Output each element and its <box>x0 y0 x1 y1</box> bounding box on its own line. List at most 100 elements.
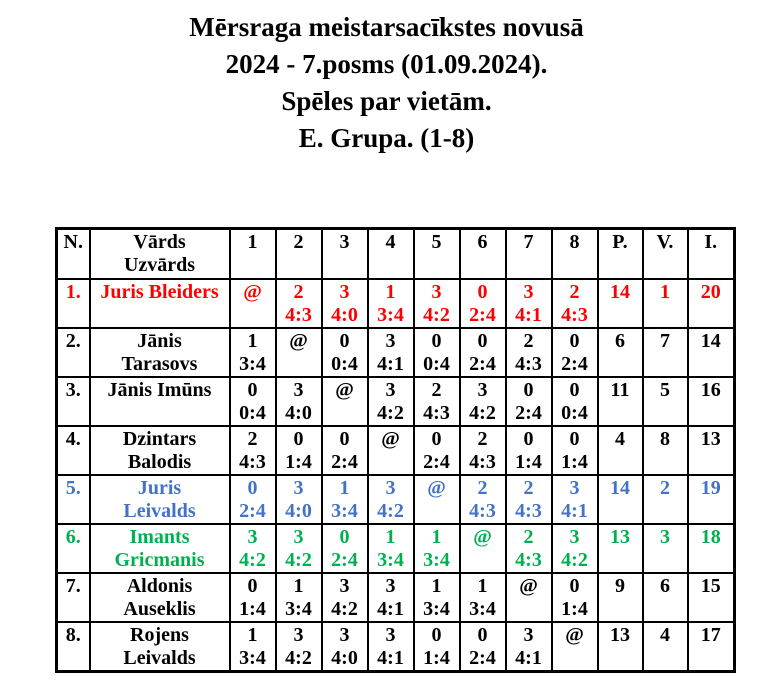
points-value: 11 <box>596 375 644 427</box>
player-name: Jānis Imūns <box>88 375 231 427</box>
player-name: Jānis Tarasovs <box>88 326 231 378</box>
header-place: V. <box>641 227 689 280</box>
cell-line: @ <box>427 476 446 499</box>
header-points: P. <box>596 227 644 280</box>
cell-line: 5. <box>65 476 81 499</box>
i-value: 19 <box>686 473 736 525</box>
game-cell-round-5: 1 3:4 <box>412 571 461 623</box>
header-round-7: 7 <box>504 227 553 280</box>
cell-line: 14 <box>610 280 630 303</box>
row-number: 3. <box>55 375 91 427</box>
player-row: 2. Jānis Tarasovs 1 3:4 @0 0:4 3 4:1 0 0:4 0 2:4 2 4:3… <box>55 326 736 378</box>
game-cell-round-4: 3 4:1 <box>366 620 415 672</box>
cell-line: 2:4 <box>469 303 496 326</box>
points-value: 6 <box>596 326 644 378</box>
cell-line: 4:0 <box>331 646 358 669</box>
game-cell-round-4: 3 4:2 <box>366 375 415 427</box>
cell-line: 3 <box>477 378 488 401</box>
cell-line: 3:4 <box>377 548 404 571</box>
cell-line: Juris <box>137 476 182 499</box>
cell-line: 0 <box>569 427 580 450</box>
cell-line: 2:4 <box>469 352 496 375</box>
cell-line: 4. <box>65 427 81 450</box>
cell-line: 2 <box>477 427 488 450</box>
game-cell-round-3: @ <box>320 375 369 427</box>
row-number: 7. <box>55 571 91 623</box>
game-cell-round-8: 3 4:2 <box>550 522 599 574</box>
cell-line: 2 <box>523 329 534 352</box>
cell-line: 15 <box>700 574 721 597</box>
cell-line: Rojens <box>130 623 189 646</box>
cell-line: 1 <box>385 280 396 303</box>
game-cell-round-2: 3 4:2 <box>274 522 323 574</box>
row-number: 2. <box>55 326 91 378</box>
i-value: 17 <box>686 620 736 672</box>
cell-line: 1:4 <box>561 597 588 620</box>
i-value: 14 <box>686 326 736 378</box>
game-cell-round-5: 0 2:4 <box>412 424 461 476</box>
cell-line: 4:1 <box>377 352 404 375</box>
header-round-8: 8 <box>550 227 599 280</box>
game-cell-round-6: 0 2:4 <box>458 326 507 378</box>
game-cell-round-2: 3 4:0 <box>274 473 323 525</box>
game-cell-round-1: 0 0:4 <box>228 375 277 427</box>
cell-line: 3:4 <box>331 499 358 522</box>
cell-line: I. <box>704 231 718 253</box>
cell-line: V. <box>656 231 674 253</box>
cell-line: 4:3 <box>469 450 496 473</box>
cell-line: 14 <box>610 476 630 499</box>
cell-line: 13 <box>610 525 630 548</box>
cell-line: 0 <box>431 427 442 450</box>
game-cell-round-1: 2 4:3 <box>228 424 277 476</box>
cell-line: 2:4 <box>423 450 450 473</box>
cell-line: 2:4 <box>239 499 266 522</box>
header-row: N. Vārds Uzvārds 1 2 3 4 5 6 7 8 P. V. I. <box>55 227 736 280</box>
game-cell-round-3: 1 3:4 <box>320 473 369 525</box>
cell-line: N. <box>63 231 83 253</box>
cell-line: Juris Bleiders <box>100 280 219 303</box>
cell-line: 4:0 <box>285 401 312 424</box>
cell-line: 3:4 <box>239 352 266 375</box>
game-cell-round-5: 0 0:4 <box>412 326 461 378</box>
cell-line: 8 <box>569 231 580 253</box>
cell-line: 0 <box>477 280 488 303</box>
game-cell-round-3: 0 2:4 <box>320 522 369 574</box>
game-cell-round-8: 3 4:1 <box>550 473 599 525</box>
cell-line: 7. <box>65 574 81 597</box>
game-cell-round-6: 0 2:4 <box>458 277 507 329</box>
header-n: N. <box>55 227 91 280</box>
cell-line: 0 <box>523 378 534 401</box>
game-cell-round-2: 3 4:2 <box>274 620 323 672</box>
game-cell-round-5: 2 4:3 <box>412 375 461 427</box>
cell-line: 3 <box>339 231 350 253</box>
cell-line: @ <box>473 525 492 548</box>
game-cell-round-6: 2 4:3 <box>458 424 507 476</box>
game-cell-round-3: 0 2:4 <box>320 424 369 476</box>
cell-line: 3. <box>65 378 81 401</box>
cell-line: 2 <box>523 476 534 499</box>
cell-line: 4:2 <box>561 548 588 571</box>
game-cell-round-7: @ <box>504 571 553 623</box>
player-row: 3. Jānis Imūns 0 0:4 3 4:0 @3 4:2 2 4:3 3 4:2 0 2:4 0 0… <box>55 375 736 427</box>
cell-line: @ <box>289 329 308 352</box>
cell-line: 4:2 <box>285 548 312 571</box>
cell-line: 3 <box>385 476 396 499</box>
cell-line: 19 <box>700 476 721 499</box>
game-cell-round-3: 3 4:0 <box>320 277 369 329</box>
cell-line: @ <box>381 427 400 450</box>
cell-line: 4:2 <box>469 401 496 424</box>
cell-line: 4:3 <box>469 499 496 522</box>
cell-line: 2. <box>65 329 81 352</box>
game-cell-round-6: 3 4:2 <box>458 375 507 427</box>
cell-line: 0 <box>247 574 258 597</box>
header-name: Vārds Uzvārds <box>88 227 231 280</box>
cell-line: 4:2 <box>239 548 266 571</box>
cell-line: 2:4 <box>469 646 496 669</box>
i-value: 16 <box>686 375 736 427</box>
cell-line: 4:2 <box>377 499 404 522</box>
game-cell-round-3: 3 4:2 <box>320 571 369 623</box>
points-value: 14 <box>596 473 644 525</box>
player-row: 7. Aldonis Auseklis 0 1:4 1 3:4 3 4:2 3 4:1 1 3:4 1 3:… <box>55 571 736 623</box>
player-row: 6. Imants Gricmanis 3 4:2 3 4:2 0 2:4 1 3:4 1 3:4 @2 4… <box>55 522 736 574</box>
